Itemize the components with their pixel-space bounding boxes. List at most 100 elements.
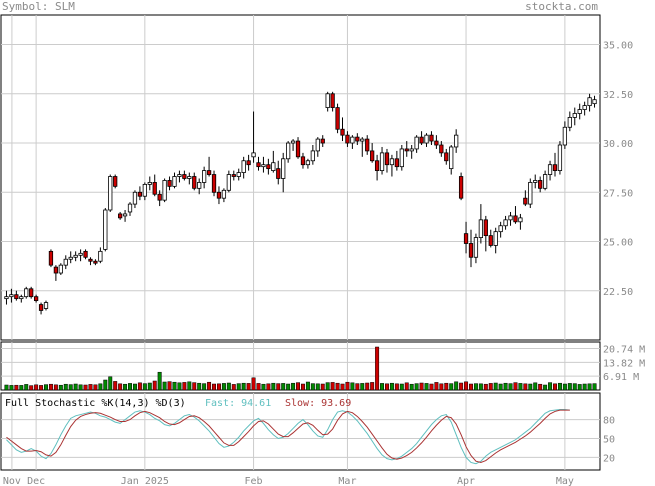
candle-body bbox=[389, 158, 395, 166]
x-axis-label: Nov bbox=[3, 476, 21, 486]
candle-body bbox=[19, 296, 24, 300]
volume-bar bbox=[355, 383, 360, 391]
candle-body bbox=[266, 164, 271, 170]
candle-body bbox=[127, 203, 133, 213]
candle-body bbox=[117, 213, 123, 219]
volume-bar bbox=[350, 382, 355, 391]
candle-body bbox=[276, 168, 281, 179]
panel-frame bbox=[0, 341, 601, 391]
candle-body bbox=[295, 140, 301, 158]
volume-bar bbox=[182, 382, 187, 391]
volume-bar bbox=[375, 346, 380, 391]
candle-body bbox=[454, 134, 459, 148]
candle-body bbox=[547, 164, 553, 175]
candle-body bbox=[137, 191, 143, 197]
candle-body bbox=[483, 219, 488, 237]
candle-body bbox=[365, 138, 370, 152]
volume-bar bbox=[34, 384, 39, 391]
volume-bar bbox=[528, 383, 533, 391]
volume-bar bbox=[310, 383, 315, 391]
volume-bar bbox=[212, 383, 217, 391]
candle-body bbox=[177, 174, 182, 177]
volume-bar bbox=[370, 382, 375, 391]
candle-body bbox=[202, 170, 207, 183]
volume-bar bbox=[256, 383, 261, 391]
candle-body bbox=[399, 148, 404, 168]
panel-frame bbox=[0, 14, 601, 341]
candle-body bbox=[577, 109, 582, 114]
volume-bar bbox=[241, 382, 246, 391]
volume-bar bbox=[167, 381, 172, 391]
volume-bar bbox=[572, 383, 577, 391]
candle-body bbox=[498, 225, 503, 233]
stochastic-title: Full Stochastic %K(14,3) %D(3) bbox=[5, 398, 186, 409]
volume-bar bbox=[296, 382, 301, 391]
volume-bar bbox=[498, 383, 503, 391]
volume-bar bbox=[192, 382, 197, 391]
volume-bar bbox=[513, 382, 518, 391]
volume-bar bbox=[459, 382, 464, 391]
candle-body bbox=[216, 191, 222, 199]
volume-bar bbox=[216, 383, 221, 391]
volume-bar bbox=[88, 384, 93, 391]
x-axis-label: Mar bbox=[338, 476, 356, 486]
volume-bar bbox=[548, 382, 553, 391]
volume-bar bbox=[360, 383, 365, 391]
candle-body bbox=[286, 142, 291, 160]
candle-body bbox=[113, 176, 118, 187]
candle-body bbox=[152, 182, 157, 195]
candle-body bbox=[463, 233, 469, 244]
gridlines bbox=[1, 15, 600, 470]
volume-bar bbox=[587, 383, 592, 391]
volume-bar bbox=[523, 383, 528, 391]
price-axis-label: 32.50 bbox=[603, 90, 633, 101]
candle-body bbox=[142, 183, 147, 197]
candle-body bbox=[167, 180, 172, 187]
candle-body bbox=[458, 176, 464, 199]
site-label: stockta.com bbox=[525, 0, 598, 13]
volume-bar bbox=[266, 383, 271, 391]
volume-bar bbox=[53, 384, 58, 391]
candle-body bbox=[24, 288, 29, 298]
volume-bar bbox=[113, 381, 118, 391]
volume-bar bbox=[488, 383, 493, 391]
stochastic-lines bbox=[6, 409, 570, 465]
volume-bar bbox=[533, 382, 538, 391]
volume-bar bbox=[518, 383, 523, 391]
volume-bar bbox=[137, 382, 142, 391]
candle-body bbox=[552, 164, 558, 172]
volume-bar bbox=[281, 383, 286, 391]
candle-body bbox=[473, 237, 479, 258]
candle-body bbox=[256, 162, 261, 168]
volume-bar bbox=[335, 382, 340, 391]
volume-bar bbox=[389, 382, 394, 391]
volume-bar bbox=[414, 383, 419, 391]
fast-line bbox=[6, 409, 570, 465]
volume-bar bbox=[449, 383, 454, 391]
x-axis-label: Jan 2025 bbox=[121, 476, 169, 486]
volume-bar bbox=[58, 384, 63, 391]
candle-body bbox=[355, 136, 360, 142]
volume-bar bbox=[251, 377, 256, 391]
volume-bar bbox=[152, 380, 157, 391]
volume-bar bbox=[340, 383, 345, 391]
candle-body bbox=[290, 140, 296, 144]
candle-body bbox=[58, 264, 63, 274]
slow-line bbox=[6, 409, 570, 463]
volume-bar bbox=[419, 382, 424, 391]
volume-bar bbox=[276, 383, 281, 391]
candle-body bbox=[300, 156, 306, 166]
candle-body bbox=[523, 197, 528, 205]
volume-bar bbox=[384, 383, 389, 391]
candle-body bbox=[187, 176, 192, 179]
panel-frames bbox=[0, 14, 601, 471]
candle-body bbox=[434, 140, 439, 146]
volume-bar bbox=[478, 383, 483, 391]
volume-bar bbox=[592, 383, 597, 391]
candle-body bbox=[63, 258, 68, 266]
candle-body bbox=[162, 180, 167, 201]
volume-bar bbox=[172, 381, 177, 391]
volume-bar bbox=[503, 382, 508, 391]
candle-body bbox=[98, 250, 103, 262]
candle-body bbox=[424, 134, 429, 144]
